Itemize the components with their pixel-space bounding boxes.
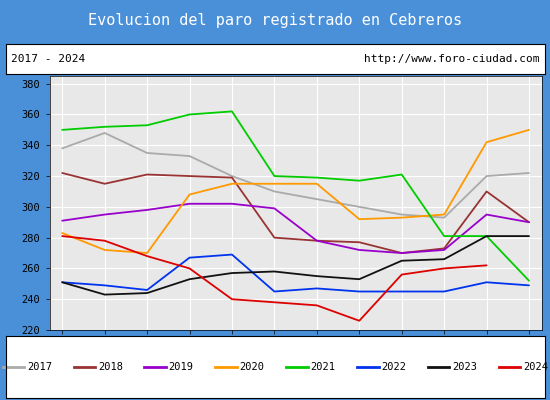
Text: Evolucion del paro registrado en Cebreros: Evolucion del paro registrado en Cebrero…	[88, 14, 462, 28]
Text: 2017 - 2024: 2017 - 2024	[11, 54, 85, 64]
Text: http://www.foro-ciudad.com: http://www.foro-ciudad.com	[364, 54, 539, 64]
Text: 2017: 2017	[27, 362, 52, 372]
Text: 2021: 2021	[310, 362, 336, 372]
Text: 2022: 2022	[381, 362, 406, 372]
Text: 2024: 2024	[523, 362, 548, 372]
Text: 2020: 2020	[240, 362, 265, 372]
Text: 2018: 2018	[98, 362, 123, 372]
Text: 2019: 2019	[169, 362, 194, 372]
Text: 2023: 2023	[452, 362, 477, 372]
